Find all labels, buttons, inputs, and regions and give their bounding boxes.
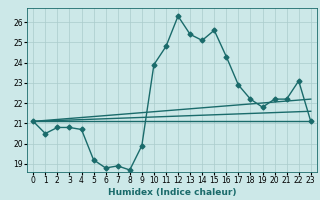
X-axis label: Humidex (Indice chaleur): Humidex (Indice chaleur) bbox=[108, 188, 236, 197]
